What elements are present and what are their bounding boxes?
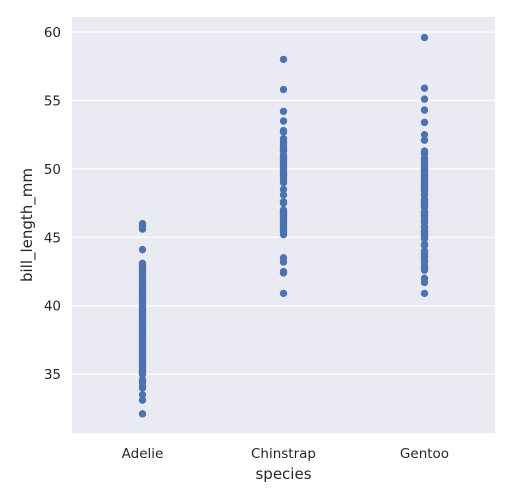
data-point bbox=[138, 396, 147, 404]
data-point bbox=[420, 136, 429, 144]
data-point bbox=[420, 118, 429, 127]
x-tick-label: Chinstrap bbox=[251, 446, 316, 462]
data-point bbox=[420, 289, 429, 298]
data-points bbox=[138, 33, 429, 418]
data-point bbox=[420, 247, 429, 255]
data-point bbox=[279, 126, 288, 135]
data-point bbox=[420, 130, 429, 139]
data-point bbox=[420, 84, 429, 92]
data-point bbox=[420, 274, 429, 283]
data-point bbox=[138, 375, 147, 384]
data-point bbox=[138, 390, 147, 399]
data-point bbox=[279, 55, 288, 64]
data-point bbox=[138, 245, 147, 254]
x-tick-label: Gentoo bbox=[400, 446, 449, 462]
data-point bbox=[279, 267, 288, 276]
data-point bbox=[420, 240, 429, 248]
x-tick-label: Adelie bbox=[122, 446, 164, 462]
data-point bbox=[420, 95, 429, 103]
data-point bbox=[279, 107, 288, 116]
y-tick-label: 35 bbox=[44, 367, 61, 383]
data-point bbox=[279, 85, 288, 94]
x-axis-label: species bbox=[255, 465, 311, 483]
y-tick-label: 55 bbox=[44, 93, 61, 109]
data-point bbox=[279, 206, 288, 214]
data-point bbox=[279, 254, 288, 262]
data-point bbox=[279, 191, 288, 199]
data-point bbox=[138, 259, 147, 268]
data-point bbox=[279, 117, 288, 125]
y-axis-label: bill_length_mm bbox=[18, 168, 37, 282]
data-point bbox=[279, 289, 288, 298]
y-tick-label: 40 bbox=[44, 299, 61, 315]
data-point bbox=[138, 219, 147, 228]
y-tick-label: 60 bbox=[44, 25, 61, 41]
data-point bbox=[138, 410, 147, 418]
data-point bbox=[420, 33, 429, 42]
data-point bbox=[420, 147, 429, 155]
x-tick-labels: Adelie Chinstrap Gentoo bbox=[122, 446, 449, 462]
y-tick-label: 45 bbox=[44, 230, 61, 246]
y-tick-labels: 35 40 45 50 55 60 bbox=[44, 25, 61, 383]
data-point bbox=[420, 106, 429, 114]
y-tick-label: 50 bbox=[44, 162, 61, 178]
data-point bbox=[279, 135, 288, 143]
data-point bbox=[279, 198, 288, 206]
data-point bbox=[279, 185, 288, 194]
